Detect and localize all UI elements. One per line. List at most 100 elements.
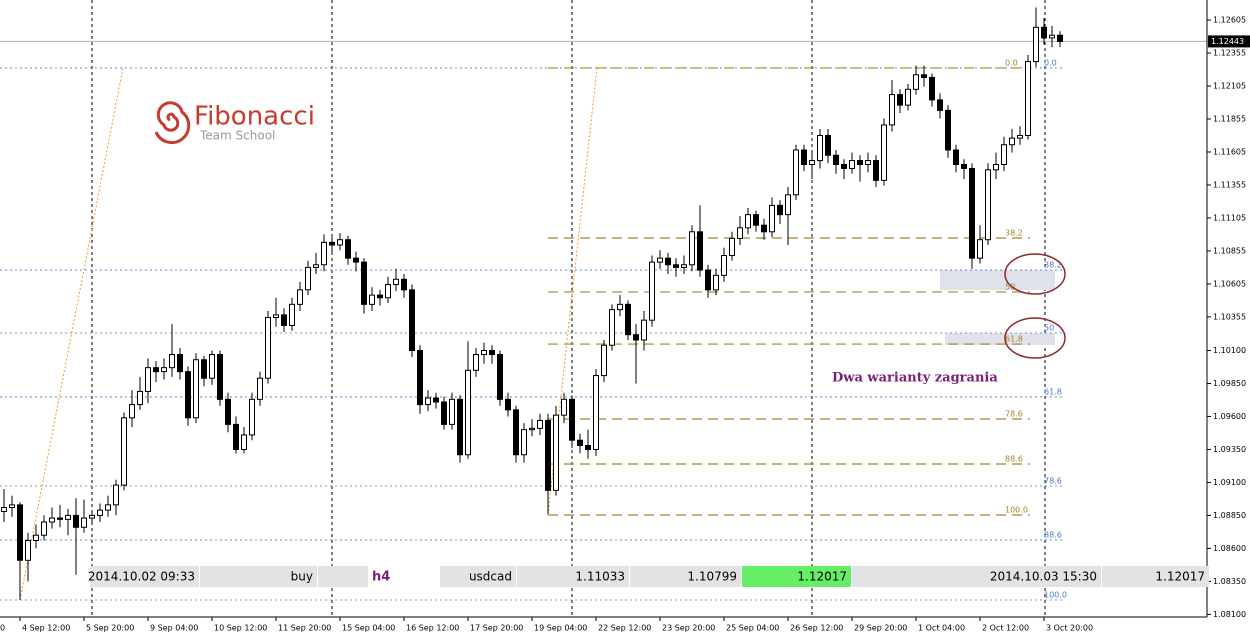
y-tick-label: 1.09850 bbox=[1213, 379, 1246, 388]
candle-body bbox=[465, 369, 471, 456]
candle-body bbox=[1025, 61, 1031, 136]
candle-body bbox=[441, 401, 447, 425]
circle-mark bbox=[1004, 253, 1066, 295]
candle-body bbox=[1, 507, 7, 512]
candle-body bbox=[881, 124, 887, 181]
candle-body bbox=[801, 149, 807, 166]
candle-body bbox=[633, 334, 639, 341]
candle-body bbox=[49, 517, 55, 523]
y-tick-label: 1.11355 bbox=[1213, 180, 1246, 189]
x-tick-label: 1 Oct 04:00 bbox=[918, 624, 965, 633]
fib-anchor bbox=[547, 67, 598, 516]
candle-body bbox=[745, 214, 751, 229]
candle-body bbox=[1041, 26, 1047, 39]
x-tick-label: 22 Sep 12:00 bbox=[598, 624, 651, 633]
y-tick-label: 1.08600 bbox=[1213, 544, 1246, 553]
fib-label: 78.6 bbox=[1005, 409, 1023, 418]
candle-body bbox=[305, 266, 311, 291]
candle-body bbox=[377, 294, 383, 299]
info-cell bbox=[318, 566, 368, 587]
candle-body bbox=[129, 404, 135, 419]
candle-body bbox=[193, 359, 199, 419]
candle-body bbox=[545, 419, 551, 491]
candle-body bbox=[497, 353, 503, 400]
candle-body bbox=[689, 231, 695, 266]
candle-body bbox=[553, 414, 559, 491]
fib-label: 50 bbox=[1005, 282, 1015, 291]
current-price-box bbox=[1208, 35, 1250, 48]
candle-body bbox=[369, 294, 375, 305]
y-tick-label: 1.12355 bbox=[1213, 49, 1246, 58]
candle-body bbox=[929, 76, 935, 101]
candle-body bbox=[313, 264, 319, 268]
info-cell bbox=[630, 566, 741, 587]
y-tick-label: 1.10605 bbox=[1213, 279, 1246, 288]
fib-label: 38.2 bbox=[1044, 261, 1062, 270]
candle-body bbox=[809, 160, 815, 166]
y-tick-label: 1.10355 bbox=[1213, 312, 1246, 321]
candle-body bbox=[681, 264, 687, 268]
candle-body bbox=[961, 164, 967, 169]
info-text: 2014.10.02 09:33 bbox=[88, 570, 195, 584]
candle-body bbox=[849, 160, 855, 169]
candle-body bbox=[17, 504, 23, 561]
candle-body bbox=[913, 74, 919, 90]
candle-body bbox=[353, 257, 359, 263]
candle-body bbox=[769, 204, 775, 233]
candle-body bbox=[505, 398, 511, 411]
info-cell bbox=[90, 566, 199, 587]
candle-body bbox=[945, 109, 951, 151]
candle-body bbox=[625, 303, 631, 336]
candle-body bbox=[41, 521, 47, 536]
y-tick-label: 1.11855 bbox=[1213, 114, 1246, 123]
fib-label: 100.0 bbox=[1005, 506, 1028, 515]
candle-body bbox=[265, 317, 271, 379]
y-tick-label: 1.09350 bbox=[1213, 445, 1246, 454]
y-tick-label: 1.08850 bbox=[1213, 511, 1246, 520]
fib-label: 100.0 bbox=[1044, 590, 1067, 599]
info-text: 1.12017 bbox=[797, 570, 847, 584]
fib-label: 78.6 bbox=[1044, 477, 1062, 486]
logo-title: Fibonacci bbox=[194, 102, 315, 132]
candle-body bbox=[337, 239, 343, 246]
candle-body bbox=[577, 439, 583, 447]
candle-body bbox=[977, 239, 983, 259]
candle-body bbox=[1017, 134, 1023, 139]
candle-body bbox=[529, 427, 535, 431]
x-tick-label: 4 Sep 12:00 bbox=[22, 624, 70, 633]
info-cell bbox=[440, 566, 516, 587]
candle-body bbox=[841, 164, 847, 169]
candle-body bbox=[169, 353, 175, 369]
info-text: 1.12017 bbox=[1155, 570, 1205, 584]
candle-body bbox=[281, 314, 287, 326]
candle-body bbox=[297, 289, 303, 305]
candle-body bbox=[777, 204, 783, 216]
candle-body bbox=[25, 539, 31, 561]
candle-body bbox=[1001, 144, 1007, 166]
candle-body bbox=[241, 434, 247, 450]
current-price-label: 1.12443 bbox=[1211, 37, 1244, 46]
candle-body bbox=[857, 160, 863, 166]
fib-label: 50 bbox=[1044, 323, 1054, 332]
candle-body bbox=[729, 237, 735, 257]
candle-body bbox=[1049, 34, 1055, 39]
info-cell bbox=[200, 566, 317, 587]
candle-body bbox=[145, 367, 151, 392]
highlight-box bbox=[940, 270, 1055, 290]
candle-body bbox=[561, 398, 567, 416]
info-cell bbox=[517, 566, 629, 587]
fib-label: 88.6 bbox=[1044, 530, 1062, 539]
x-tick-label: 0 bbox=[0, 624, 5, 633]
fib-label: 88.6 bbox=[1005, 454, 1023, 463]
candle-body bbox=[425, 397, 431, 406]
candle-body bbox=[177, 353, 183, 373]
y-tick-label: 1.09100 bbox=[1213, 478, 1246, 487]
fib-label: 38.2 bbox=[1005, 228, 1023, 237]
candle-body bbox=[361, 261, 367, 305]
x-tick-label: 19 Sep 04:00 bbox=[534, 624, 587, 633]
candle-body bbox=[457, 398, 463, 456]
candle-body bbox=[753, 214, 759, 226]
x-tick-label: 17 Sep 20:00 bbox=[470, 624, 523, 633]
candle-body bbox=[409, 289, 415, 352]
candle-body bbox=[289, 303, 295, 326]
